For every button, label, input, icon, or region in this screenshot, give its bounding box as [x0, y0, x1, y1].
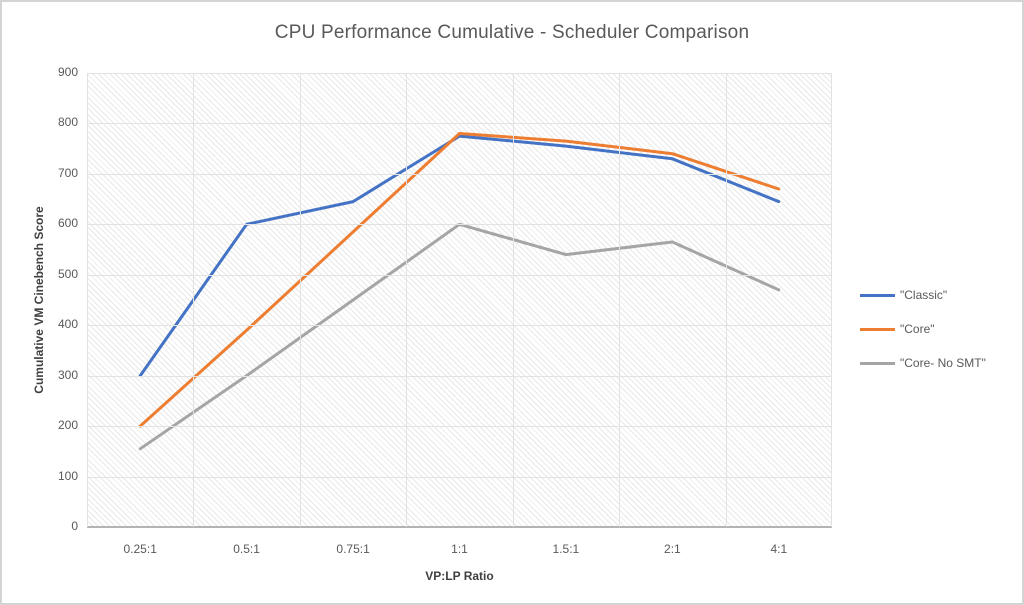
- x-tick-label-4-1: 4:1: [770, 542, 788, 556]
- y-axis-title: Cumulative VM Cinebench Score: [32, 206, 46, 394]
- h-gridline-400: [87, 325, 832, 327]
- legend-label: "Core": [900, 322, 935, 336]
- series-line-core-no-smt: [138, 222, 781, 451]
- y-tick-label-200: 200: [57, 418, 78, 433]
- y-tick-label-0: 0: [71, 519, 78, 533]
- h-gridline-700: [87, 173, 832, 175]
- v-gridline-0: [87, 73, 88, 527]
- series-lines: [138, 132, 781, 451]
- v-gridline-5: [619, 73, 621, 527]
- v-gridline-6: [725, 73, 727, 527]
- x-tick-label-0-75-1: 0.75:1: [336, 542, 370, 556]
- v-gridline-2: [299, 73, 301, 527]
- v-gridline-3: [406, 73, 408, 527]
- x-tick-label-1-5-1: 1.5:1: [552, 542, 580, 556]
- x-tick-label-2-1: 2:1: [664, 542, 681, 556]
- y-tick-label-700: 700: [57, 165, 78, 180]
- legend-line-swatch: [860, 293, 895, 297]
- y-tick-label-400: 400: [57, 317, 78, 332]
- y-tick-label-100: 100: [57, 468, 78, 483]
- x-tick-label-0-25-1: 0.25:1: [123, 542, 157, 556]
- legend-item: "Core- No SMT": [860, 346, 986, 380]
- v-gridline-7: [831, 73, 832, 527]
- legend: "Classic" "Core" "Core- No SMT": [860, 278, 986, 380]
- y-tick-label-500: 500: [57, 266, 78, 281]
- h-gridline-900: [87, 73, 832, 74]
- y-tick-label-900: 900: [57, 65, 78, 79]
- legend-line-swatch: [860, 327, 895, 331]
- y-tick-label-800: 800: [57, 115, 78, 130]
- legend-label: "Core- No SMT": [900, 356, 986, 370]
- x-axis-title: VP:LP Ratio: [425, 569, 494, 583]
- legend-line-swatch: [860, 361, 895, 365]
- plot-area: [87, 73, 832, 528]
- h-gridline-200: [87, 426, 832, 428]
- h-gridline-800: [87, 123, 832, 125]
- v-gridline-1: [193, 73, 195, 527]
- legend-label: "Classic": [900, 288, 948, 302]
- x-axis-line: [87, 526, 832, 528]
- series-line-core: [138, 132, 781, 428]
- legend-item: "Classic": [860, 278, 986, 312]
- chart-title: CPU Performance Cumulative - Scheduler C…: [274, 22, 750, 43]
- x-tick-label-1-1: 1:1: [451, 542, 468, 556]
- h-gridline-500: [87, 274, 832, 276]
- h-gridline-600: [87, 224, 832, 226]
- y-tick-label-600: 600: [57, 216, 78, 231]
- x-tick-label-0-5-1: 0.5:1: [233, 542, 260, 556]
- h-gridline-300: [87, 375, 832, 377]
- y-tick-label-300: 300: [57, 367, 78, 382]
- legend-item: "Core": [860, 312, 986, 346]
- h-gridline-100: [87, 476, 832, 478]
- v-gridline-4: [512, 73, 514, 527]
